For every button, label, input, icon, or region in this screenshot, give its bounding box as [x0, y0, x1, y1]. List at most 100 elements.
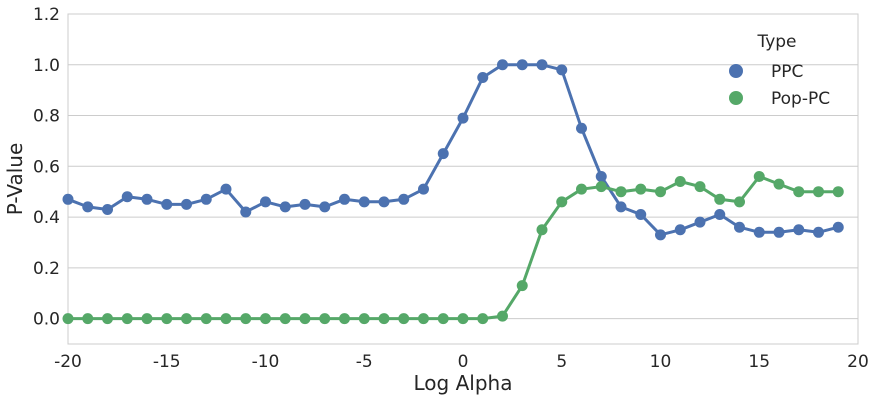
- data-point: [793, 186, 805, 198]
- y-axis-label: P-Value: [3, 143, 27, 216]
- data-point: [497, 59, 508, 71]
- data-point: [121, 313, 133, 325]
- x-tick-label: -5: [356, 352, 373, 372]
- data-point: [418, 183, 429, 195]
- series-ppc: [62, 59, 844, 241]
- x-tick-label: 20: [847, 352, 869, 372]
- y-tick-label: 0.8: [33, 107, 60, 127]
- data-point: [299, 313, 311, 325]
- data-point: [161, 313, 173, 325]
- data-point: [200, 193, 212, 205]
- data-point: [655, 229, 666, 241]
- data-point: [161, 198, 173, 210]
- data-point: [121, 191, 133, 203]
- data-point: [82, 201, 94, 213]
- data-point: [200, 313, 212, 325]
- data-point: [694, 216, 706, 228]
- data-point: [674, 176, 686, 188]
- data-point: [497, 310, 508, 322]
- y-tick-label: 0.2: [33, 259, 60, 279]
- data-point: [181, 313, 192, 325]
- data-point: [595, 170, 607, 182]
- data-point: [398, 193, 410, 205]
- data-point: [635, 209, 647, 221]
- series-pop-pc: [62, 170, 844, 325]
- data-point: [773, 226, 785, 238]
- data-point: [181, 198, 192, 210]
- data-point: [477, 71, 489, 83]
- data-point: [516, 59, 528, 71]
- y-tick-label: 1.0: [33, 56, 60, 76]
- data-point: [536, 224, 548, 236]
- data-point: [339, 193, 350, 205]
- data-point: [260, 196, 271, 208]
- data-point: [319, 313, 331, 325]
- data-point: [773, 178, 785, 190]
- x-tick-label: 10: [650, 352, 672, 372]
- data-point: [240, 313, 252, 325]
- data-point: [418, 313, 429, 325]
- data-point: [832, 221, 844, 233]
- y-tick-label: 1.2: [33, 5, 60, 25]
- x-tick-label: 15: [748, 352, 770, 372]
- data-point: [615, 186, 627, 198]
- data-point: [674, 224, 686, 236]
- x-tick-label: -15: [153, 352, 181, 372]
- data-point: [576, 122, 587, 134]
- plot-frame: [67, 13, 859, 345]
- x-axis-label: Log Alpha: [414, 371, 513, 395]
- data-point: [576, 183, 587, 195]
- legend-marker: [729, 91, 743, 105]
- y-tick-label: 0.6: [33, 157, 60, 177]
- data-point: [339, 313, 350, 325]
- data-point: [279, 313, 291, 325]
- data-point: [457, 112, 469, 124]
- legend-label: PPC: [771, 62, 803, 82]
- data-point: [734, 221, 745, 233]
- data-point: [753, 170, 765, 182]
- legend-title: Type: [756, 32, 796, 52]
- data-point: [536, 59, 548, 71]
- data-point: [753, 226, 765, 238]
- y-axis-ticks: 0.0 0.2 0.4 0.6 0.8 1.0 1.2: [33, 5, 60, 330]
- data-point: [82, 313, 94, 325]
- data-point: [813, 186, 824, 198]
- data-point: [220, 313, 232, 325]
- x-tick-label: -10: [252, 352, 280, 372]
- x-tick-label: -20: [54, 352, 82, 372]
- data-point: [556, 196, 568, 208]
- y-tick-label: 0.0: [33, 310, 60, 330]
- data-point: [615, 201, 627, 213]
- data-point: [102, 313, 113, 325]
- data-point: [457, 313, 469, 325]
- legend: Type PPC Pop-PC: [729, 32, 830, 109]
- data-point: [635, 183, 647, 195]
- data-point: [556, 64, 568, 76]
- data-point: [477, 313, 489, 325]
- data-point: [260, 313, 271, 325]
- data-point: [694, 181, 706, 193]
- data-point: [516, 280, 528, 292]
- data-point: [793, 224, 805, 236]
- x-axis-ticks: -20 -15 -10 -5 0 5 10 15 20: [54, 352, 869, 372]
- data-point: [437, 313, 449, 325]
- series-line: [67, 63, 839, 237]
- data-point: [832, 186, 844, 198]
- data-point: [220, 183, 232, 195]
- series-layer: [62, 59, 844, 325]
- data-point: [378, 196, 390, 208]
- data-point: [102, 203, 113, 215]
- x-tick-label: 5: [556, 352, 567, 372]
- data-point: [62, 313, 74, 325]
- data-point: [358, 313, 370, 325]
- data-point: [299, 198, 311, 210]
- data-point: [437, 148, 449, 160]
- data-point: [714, 209, 726, 221]
- data-point: [279, 201, 291, 213]
- data-point: [734, 196, 745, 208]
- data-point: [813, 226, 824, 238]
- series-line: [68, 175, 839, 321]
- data-point: [240, 206, 252, 218]
- y-tick-label: 0.4: [33, 208, 60, 228]
